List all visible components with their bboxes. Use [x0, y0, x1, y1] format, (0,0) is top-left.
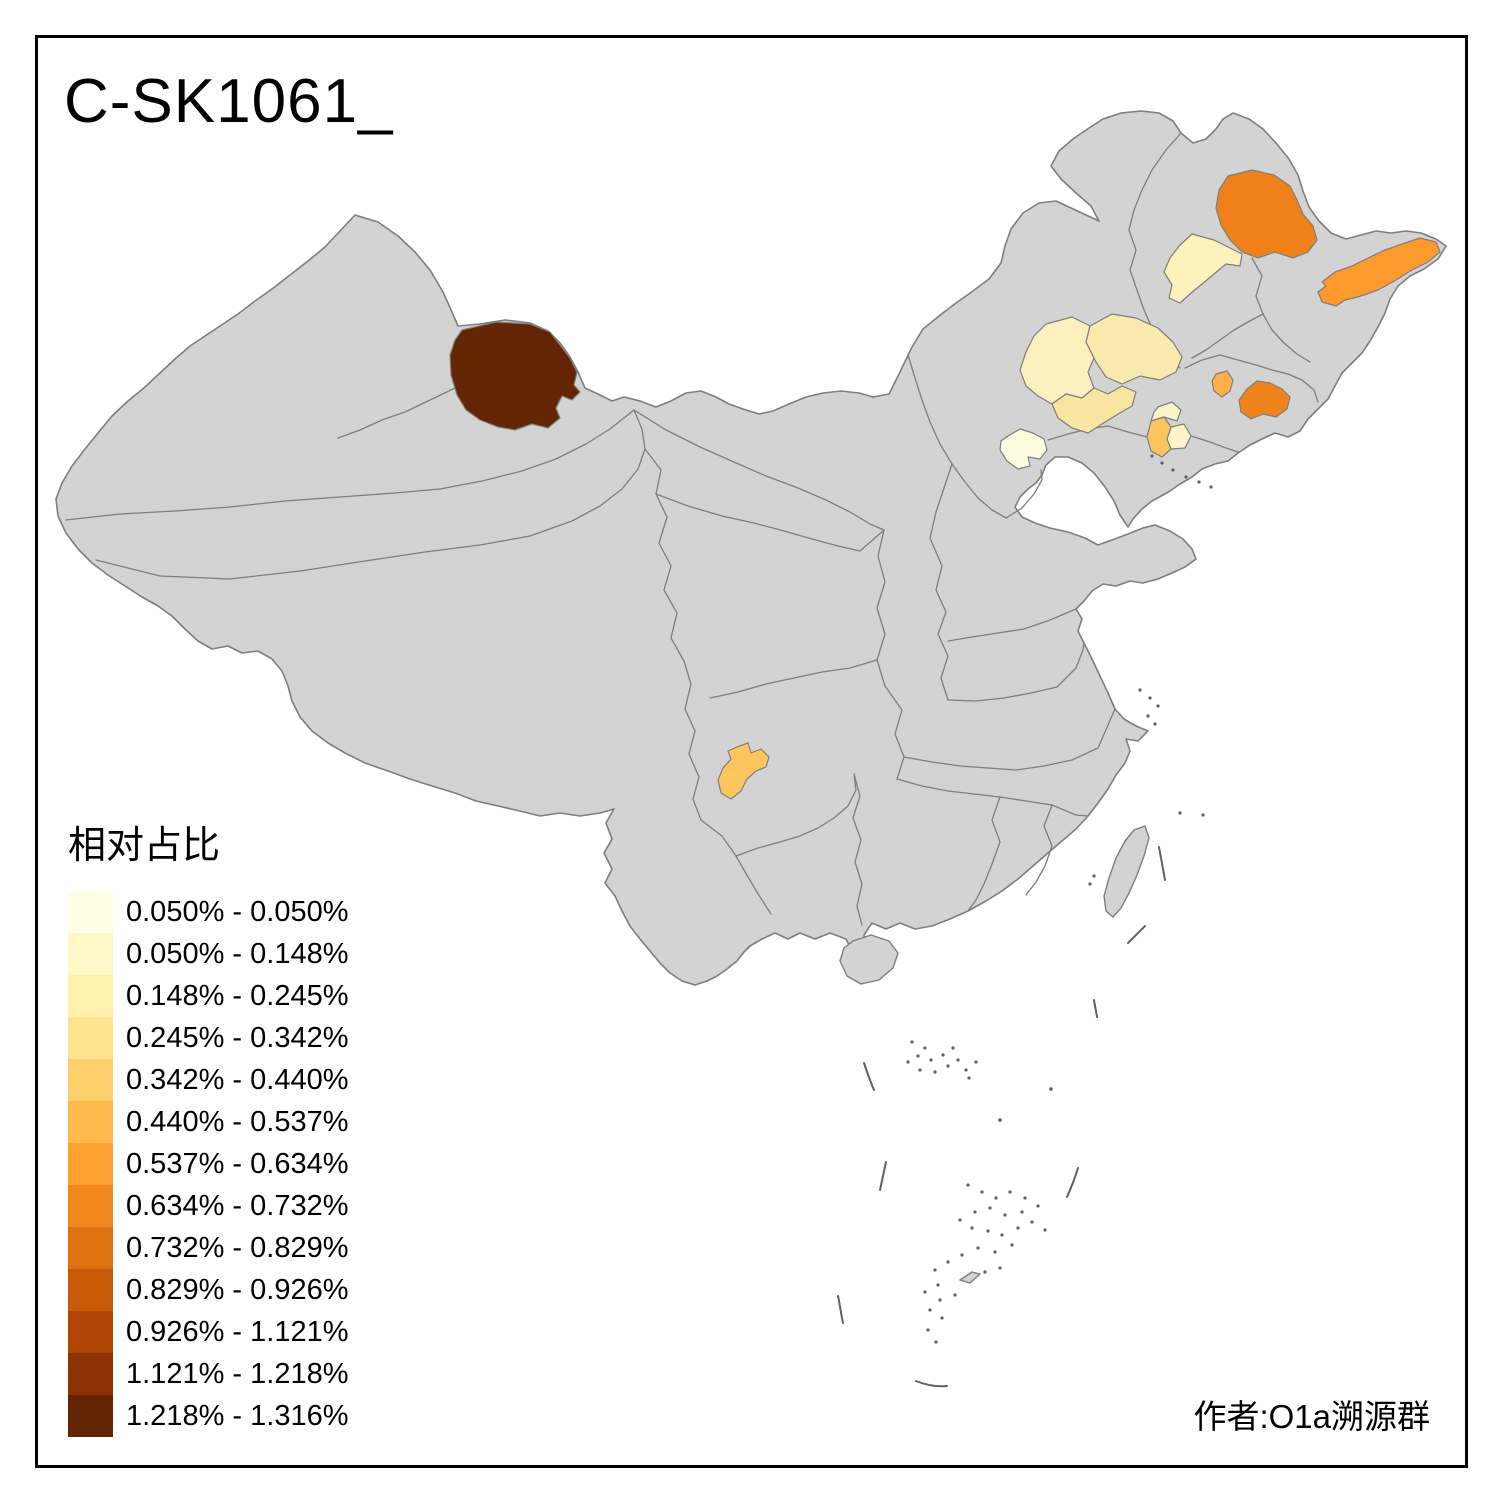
legend-swatch [68, 933, 113, 975]
legend-item: 0.537% - 0.634% [68, 1143, 348, 1185]
legend-swatch [68, 1311, 113, 1353]
legend-item: 0.926% - 1.121% [68, 1311, 348, 1353]
region-beijing-pale [999, 428, 1048, 470]
legend-item-label: 0.148% - 0.245% [126, 979, 349, 1012]
region-northwest-dark [449, 321, 581, 431]
region-ne-cluster-south [1051, 385, 1137, 434]
legend-swatch [68, 1185, 113, 1227]
region-southwest-amber [717, 742, 770, 800]
legend-item: 0.050% - 0.050% [68, 891, 348, 933]
legend: 相对占比 0.050% - 0.050% 0.050% - 0.148% 0.148… [68, 814, 348, 1437]
legend-item-label: 0.342% - 0.440% [126, 1063, 349, 1096]
legend-item: 0.732% - 0.829% [68, 1227, 348, 1269]
legend-item: 0.440% - 0.537% [68, 1101, 348, 1143]
small-islet [959, 1271, 981, 1284]
figure-title: C-SK1061_ [64, 67, 394, 136]
legend-title: 相对占比 [68, 825, 221, 867]
region-ne-fareast-orange [1317, 237, 1441, 307]
legend-item-label: 0.440% - 0.537% [126, 1105, 349, 1138]
legend-swatch [68, 1017, 113, 1059]
legend-item-label: 0.050% - 0.050% [126, 895, 349, 928]
legend-item-label: 0.829% - 0.926% [126, 1273, 349, 1306]
legend-swatch [68, 1353, 113, 1395]
legend-item-label: 0.050% - 0.148% [126, 937, 349, 970]
taiwan-island [1103, 825, 1150, 918]
hainan-island [839, 934, 899, 985]
region-ne-small-amber [1211, 370, 1234, 398]
legend-item-label: 0.926% - 1.121% [126, 1315, 349, 1348]
region-ne-pale-west [1163, 233, 1243, 304]
legend-item: 1.218% - 1.316% [68, 1395, 348, 1437]
legend-swatch [68, 975, 113, 1017]
sea-boundary-dashes [837, 846, 1166, 1388]
region-ne-southeast-orange [1238, 380, 1291, 420]
legend-item: 0.050% - 0.148% [68, 933, 348, 975]
legend-item-label: 0.537% - 0.634% [126, 1147, 349, 1180]
legend-item: 0.829% - 0.926% [68, 1269, 348, 1311]
legend-item: 0.342% - 0.440% [68, 1059, 348, 1101]
island-specks [906, 454, 1213, 1344]
legend-item: 1.121% - 1.218% [68, 1353, 348, 1395]
legend-item-label: 0.634% - 0.732% [126, 1189, 349, 1222]
legend-swatch [68, 1101, 113, 1143]
legend-items: 0.050% - 0.050% 0.050% - 0.148% 0.148% - 0… [68, 891, 348, 1437]
islands [839, 825, 1150, 1284]
legend-swatch [68, 891, 113, 933]
legend-item: 0.245% - 0.342% [68, 1017, 348, 1059]
legend-swatch [68, 1395, 113, 1437]
legend-item-label: 0.245% - 0.342% [126, 1021, 349, 1054]
legend-swatch [68, 1269, 113, 1311]
legend-item: 0.634% - 0.732% [68, 1185, 348, 1227]
legend-swatch [68, 1143, 113, 1185]
region-ne-cluster-east [1085, 313, 1183, 385]
legend-item-label: 1.121% - 1.218% [126, 1357, 349, 1390]
legend-item-label: 0.732% - 0.829% [126, 1231, 349, 1264]
region-liaoning-pale-north [1150, 401, 1182, 422]
province-borders [65, 132, 1319, 926]
region-ne-north-orange [1215, 169, 1318, 259]
legend-swatch [68, 1059, 113, 1101]
highlighted-regions [449, 169, 1441, 800]
legend-swatch [68, 1227, 113, 1269]
legend-item-label: 1.218% - 1.316% [126, 1399, 349, 1432]
attribution-text: 作者:O1a溯源群 [1193, 1398, 1430, 1435]
region-liaoning-amber [1146, 416, 1172, 458]
legend-item: 0.148% - 0.245% [68, 975, 348, 1017]
